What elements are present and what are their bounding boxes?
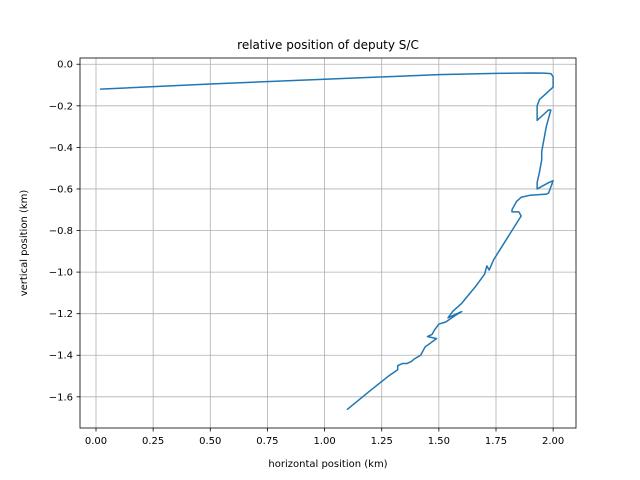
chart-title: relative position of deputy S/C — [237, 38, 419, 52]
x-tick-label: 2.00 — [542, 436, 564, 447]
y-tick-label: −0.6 — [49, 184, 73, 195]
y-tick-label: −1.0 — [49, 268, 73, 279]
series-layer — [99, 72, 554, 411]
y-tick-label: −0.2 — [49, 101, 73, 112]
x-tick-label: 1.25 — [371, 436, 393, 447]
y-tick-label: 0.0 — [57, 60, 73, 71]
plot-frame — [79, 57, 577, 429]
x-tick-label: 0.50 — [199, 436, 221, 447]
y-tick-label: −1.6 — [49, 392, 73, 403]
x-tick-label: 1.75 — [485, 436, 507, 447]
x-tick-label: 0.25 — [142, 436, 164, 447]
y-tick-label: −0.8 — [49, 226, 73, 237]
y-axis-label: vertical position (km) — [19, 190, 30, 297]
x-tick-label: 1.00 — [313, 436, 335, 447]
grid-layer — [80, 58, 576, 428]
y-tick-label: −1.2 — [49, 309, 73, 320]
x-tick-label: 0.75 — [256, 436, 278, 447]
x-tick-label: 0.00 — [85, 436, 107, 447]
y-tick-label: −1.4 — [49, 351, 73, 362]
x-tick-label: 1.50 — [428, 436, 450, 447]
series-line-0 — [99, 72, 554, 411]
tick-layer: 0.00 0.25 0.50 0.75 1.00 1.25 1.50 1.75 2.00 0.0 −… — [49, 60, 565, 447]
x-axis-label: horizontal position (km) — [268, 459, 387, 470]
y-tick-label: −0.4 — [49, 143, 73, 154]
plot-area-background — [80, 58, 576, 428]
